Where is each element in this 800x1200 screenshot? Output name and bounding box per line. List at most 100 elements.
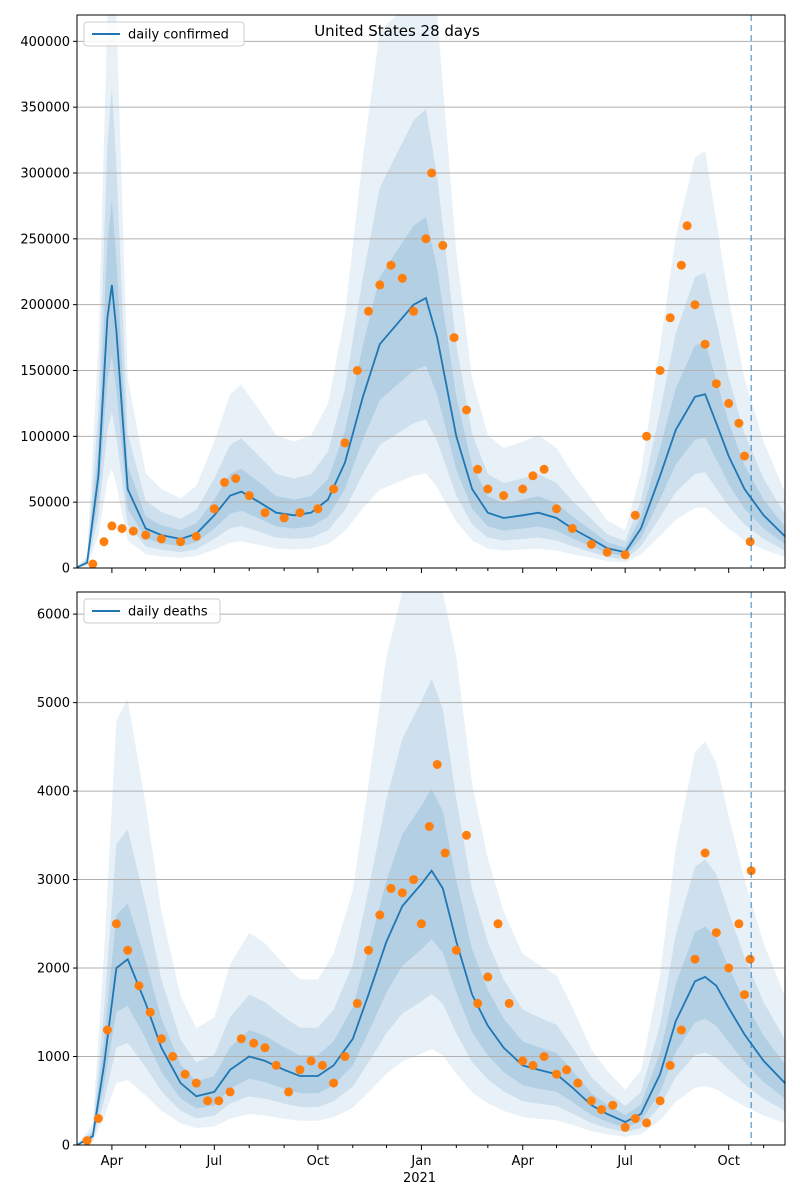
confirmed-data-point: [745, 537, 755, 547]
deaths-legend-box: [83, 598, 221, 624]
deaths-data-point: [191, 1078, 201, 1088]
deaths-data-point: [740, 990, 749, 1000]
deaths-data-point: [203, 1096, 213, 1106]
deaths-data-point: [249, 1038, 259, 1048]
confirmed-data-point: [499, 491, 509, 501]
deaths-data-point: [539, 1052, 549, 1061]
confirmed-x-ticks: [111, 568, 765, 573]
confirmed-data-point: [438, 240, 448, 250]
confirmed-data-point: [473, 464, 483, 474]
confirmed-legend-box: [83, 21, 245, 47]
deaths-y-tick-label: 3000: [37, 873, 70, 888]
confirmed-data-point: [209, 504, 219, 514]
x-tick-label: Apr: [101, 1154, 124, 1169]
deaths-data-point: [586, 1096, 596, 1106]
confirmed-data-point: [397, 273, 407, 283]
confirmed-band-2: [77, 200, 785, 568]
deaths-legend: daily deaths: [83, 598, 221, 624]
confirmed-y-tick-label: 250000: [20, 232, 70, 247]
deaths-data-point: [271, 1060, 281, 1070]
confirmed-data-point: [462, 405, 471, 415]
deaths-y-tick-label: 1000: [37, 1050, 70, 1065]
deaths-legend-label: daily deaths: [128, 605, 208, 620]
deaths-data-point: [620, 1122, 630, 1132]
confirmed-data-point: [552, 504, 561, 514]
confirmed-data-point: [260, 508, 270, 518]
confirmed-data-point: [313, 504, 323, 514]
confirmed-data-point: [352, 366, 362, 375]
confirmed-points: [88, 168, 755, 569]
confirmed-line: [76, 284, 786, 569]
deaths-data-point: [123, 945, 133, 955]
confirmed-data-point: [665, 313, 675, 323]
confirmed-data-point: [483, 484, 493, 494]
deaths-data-point: [386, 883, 396, 893]
deaths-data-point: [352, 998, 362, 1008]
deaths-data-point: [573, 1078, 583, 1088]
confirmed-data-point: [141, 530, 151, 540]
confirmed-y-ticks: 0 50000 100000 150000 200000 250000 300000 3500…: [20, 35, 77, 577]
confirmed-data-point: [642, 431, 652, 441]
deaths-data-point: [483, 972, 493, 982]
deaths-data-point: [214, 1096, 224, 1106]
deaths-y-tick-label: 5000: [37, 696, 70, 711]
deaths-data-point: [375, 910, 385, 920]
confirmed-data-point: [690, 300, 700, 310]
deaths-data-point: [134, 981, 144, 991]
deaths-data-point: [102, 1025, 112, 1035]
x-tick-label: Oct: [307, 1154, 329, 1169]
confirmed-data-point: [409, 306, 419, 316]
x-tick-label: Oct: [717, 1154, 739, 1169]
deaths-data-point: [409, 875, 419, 885]
deaths-data-point: [724, 963, 734, 973]
deaths-data-point: [168, 1052, 178, 1061]
confirmed-data-point: [586, 539, 596, 549]
confirmed-data-point: [128, 526, 138, 536]
x-tick-label: Jul: [616, 1154, 633, 1169]
deaths-data-point: [451, 945, 461, 955]
deaths-data-point: [317, 1060, 327, 1070]
confirmed-uncertainty-bands: [77, 15, 785, 568]
confirmed-data-point: [88, 559, 98, 569]
confirmed-data-point: [176, 537, 186, 547]
confirmed-data-point: [620, 550, 630, 560]
deaths-y-tick-label: 4000: [37, 785, 70, 800]
deaths-axes-frame: [76, 591, 786, 1146]
deaths-y-tick-label: 2000: [37, 962, 70, 977]
confirmed-data-point: [156, 534, 166, 544]
confirmed-panel: 0 50000 100000 150000 200000 250000 300000 3500…: [20, 14, 786, 577]
confirmed-band-0: [77, 15, 785, 568]
confirmed-data-point: [107, 521, 117, 531]
deaths-data-point: [416, 919, 426, 929]
x-axis-year-label: 2021: [403, 1171, 436, 1186]
deaths-data-point: [397, 888, 407, 898]
deaths-data-point: [340, 1052, 350, 1061]
confirmed-y-tick-label: 100000: [20, 430, 70, 445]
deaths-y-ticks: 0 1000 2000 3000 4000 5000 6000: [37, 608, 77, 1154]
deaths-data-point: [424, 822, 434, 831]
deaths-data-point: [93, 1114, 103, 1123]
confirmed-data-point: [724, 398, 734, 408]
deaths-data-point: [295, 1065, 305, 1075]
deaths-data-point: [284, 1087, 294, 1097]
deaths-data-point: [745, 954, 755, 964]
confirmed-data-point: [231, 474, 241, 483]
confirmed-y-tick-label: 200000: [20, 298, 70, 313]
deaths-line: [76, 869, 786, 1146]
confirmed-data-point: [567, 524, 577, 533]
deaths-data-point: [562, 1065, 572, 1075]
deaths-data-point: [630, 1114, 640, 1123]
confirmed-data-point: [279, 513, 289, 523]
deaths-data-point: [711, 928, 721, 938]
deaths-data-point: [608, 1100, 618, 1110]
x-tick-label: Jan: [410, 1154, 431, 1169]
deaths-data-point: [700, 848, 710, 858]
confirmed-axes-frame: [76, 14, 786, 569]
deaths-data-point: [145, 1007, 155, 1017]
confirmed-data-point: [711, 379, 721, 389]
confirmed-data-point: [191, 531, 201, 541]
confirmed-data-point: [630, 510, 640, 520]
confirmed-y-tick-label: 300000: [20, 167, 70, 182]
confirmed-y-tick-label: 400000: [20, 35, 70, 50]
deaths-data-point: [655, 1096, 665, 1106]
